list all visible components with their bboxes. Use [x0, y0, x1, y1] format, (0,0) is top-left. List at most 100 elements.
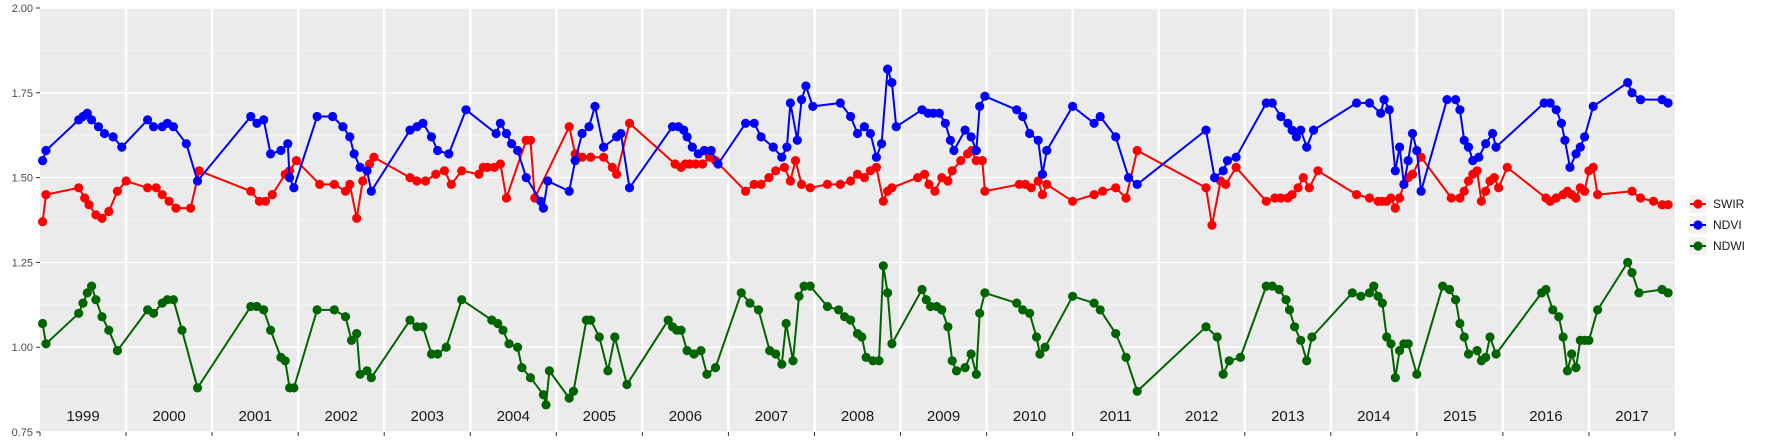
data-point-ndwi	[252, 301, 262, 312]
data-point-ndvi	[1403, 156, 1413, 166]
data-point-ndwi	[352, 329, 362, 339]
year-label: 2008	[841, 408, 874, 425]
data-point-swir	[624, 118, 635, 128]
data-point-ndvi	[418, 118, 428, 128]
data-point-ndvi	[362, 166, 372, 176]
data-point-ndwi	[1068, 291, 1078, 301]
data-point-ndvi	[168, 122, 178, 132]
data-point-ndvi	[495, 118, 505, 128]
data-point-ndvi	[1560, 135, 1570, 145]
data-point-ndvi	[192, 176, 203, 186]
data-point-swir	[1580, 186, 1590, 196]
data-point-ndwi	[1290, 322, 1300, 332]
data-point-swir	[74, 183, 84, 193]
data-point-swir	[104, 206, 114, 217]
data-point-ndvi	[877, 139, 887, 149]
data-point-ndvi	[777, 152, 787, 162]
data-point-swir	[1261, 196, 1271, 206]
data-point-ndwi	[663, 315, 673, 325]
data-point-ndwi	[594, 332, 604, 342]
data-point-ndwi	[504, 339, 514, 349]
data-point-swir	[112, 186, 122, 196]
data-point-swir	[267, 190, 277, 200]
data-point-ndvi	[887, 78, 897, 88]
data-point-ndvi	[513, 145, 523, 156]
data-point-ndwi	[771, 349, 781, 359]
data-point-ndvi	[1491, 142, 1501, 152]
data-point-ndvi	[584, 122, 594, 132]
data-point-ndvi	[706, 145, 716, 156]
data-point-ndvi	[971, 145, 981, 156]
data-point-swir	[482, 162, 493, 172]
data-point-ndwi	[280, 356, 290, 366]
data-point-swir	[1293, 183, 1303, 193]
data-point-ndvi	[1287, 125, 1297, 135]
data-point-ndvi	[1399, 179, 1409, 189]
y-tick-label: 0.75	[12, 427, 33, 439]
data-point-ndwi	[433, 349, 443, 359]
data-point-ndwi	[1444, 284, 1455, 295]
data-point-ndvi	[444, 149, 454, 159]
year-label: 2013	[1271, 408, 1304, 425]
data-point-ndvi	[1474, 152, 1484, 162]
data-point-swir	[431, 169, 441, 179]
data-point-ndwi	[975, 308, 985, 318]
year-label: 2001	[238, 408, 271, 425]
data-point-ndvi	[570, 156, 580, 166]
data-point-ndvi	[266, 149, 276, 159]
data-point-ndvi	[749, 118, 759, 128]
data-point-swir	[1627, 186, 1637, 196]
data-point-swir	[1033, 176, 1043, 186]
data-point-ndvi	[87, 115, 97, 125]
data-point-ndvi	[1412, 145, 1422, 156]
data-point-swir	[1068, 196, 1078, 206]
data-point-swir	[369, 152, 379, 162]
data-point-swir	[852, 169, 863, 179]
data-point-swir	[691, 159, 701, 169]
data-point-swir	[420, 176, 431, 186]
data-point-ndwi	[168, 295, 178, 305]
data-point-swir	[1390, 203, 1400, 213]
data-point-swir	[1037, 190, 1048, 200]
data-point-swir	[41, 190, 51, 200]
data-point-ndwi	[857, 332, 867, 342]
data-point-ndvi	[624, 183, 635, 193]
data-point-ndwi	[1235, 352, 1245, 362]
data-point-ndvi	[1364, 98, 1375, 108]
data-point-ndwi	[1558, 332, 1568, 342]
data-point-ndvi	[782, 142, 792, 152]
data-point-ndwi	[74, 308, 84, 318]
data-point-ndvi	[687, 142, 697, 152]
data-point-swir	[1089, 190, 1099, 200]
data-point-ndvi	[797, 95, 807, 105]
data-point-swir	[887, 183, 897, 193]
data-point-ndvi	[1379, 95, 1389, 105]
data-point-ndwi	[1455, 318, 1465, 329]
data-point-ndvi	[682, 132, 692, 142]
data-point-ndvi	[355, 162, 365, 172]
data-point-ndwi	[603, 366, 613, 376]
year-label: 2000	[152, 408, 185, 425]
year-label: 2012	[1185, 408, 1218, 425]
data-point-swir	[291, 156, 301, 166]
data-point-swir	[143, 183, 153, 193]
data-point-swir	[1571, 193, 1581, 203]
x-axis: 1999 2000 2001 2002 2003 2004 2005 2006 2007 2008…	[39, 408, 1676, 436]
data-point-ndvi	[1545, 98, 1555, 108]
data-point-swir	[790, 156, 801, 166]
data-point-ndwi	[1395, 346, 1405, 356]
data-point-swir	[446, 179, 456, 189]
data-point-ndwi	[149, 308, 159, 318]
data-point-ndwi	[980, 288, 990, 298]
data-point-ndvi	[940, 118, 950, 128]
data-point-swir	[977, 156, 987, 166]
data-point-ndwi	[951, 366, 962, 376]
data-point-swir	[151, 183, 161, 193]
data-point-swir	[846, 176, 856, 186]
data-point-swir	[947, 166, 957, 176]
data-point-ndwi	[753, 305, 764, 315]
data-point-ndvi	[1352, 98, 1362, 108]
data-point-ndwi	[1296, 335, 1306, 345]
data-point-swir	[749, 179, 759, 189]
data-point-ndvi	[1580, 132, 1590, 142]
